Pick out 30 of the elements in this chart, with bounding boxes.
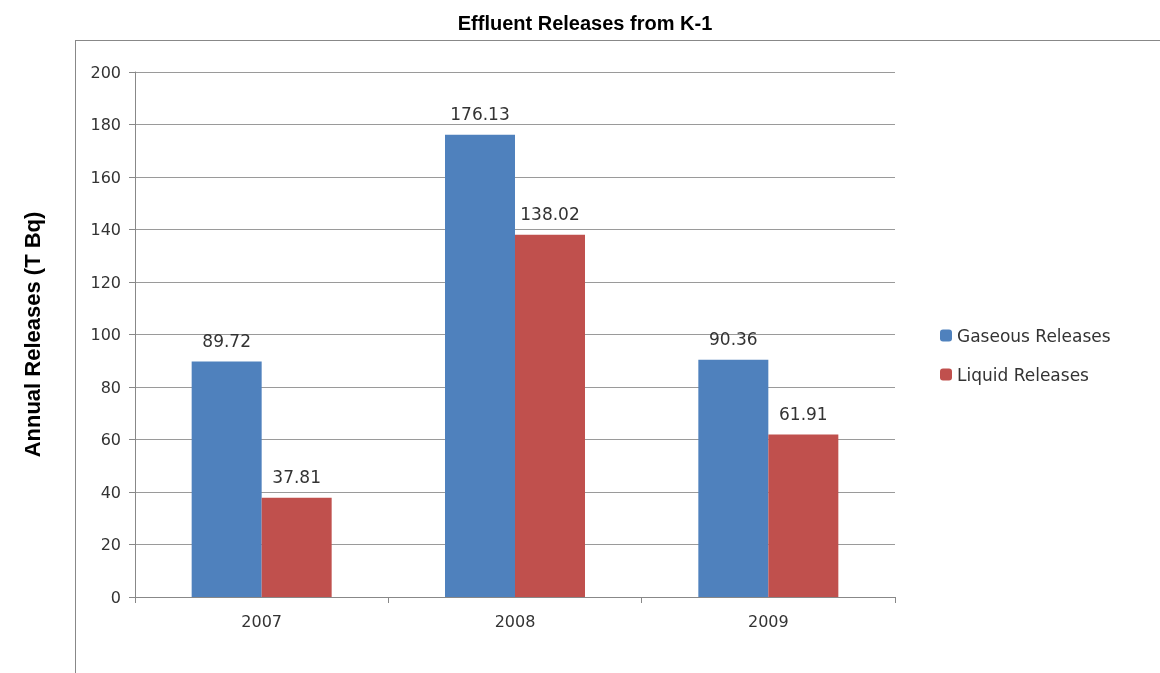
y-tick-label: 20 <box>100 535 121 554</box>
data-label: 89.72 <box>202 330 251 351</box>
data-label: 90.36 <box>709 329 758 350</box>
x-tick-label: 2009 <box>747 611 789 631</box>
bar <box>698 359 769 597</box>
bar <box>515 234 585 597</box>
y-tick-label: 60 <box>100 430 121 449</box>
chart-title: Effluent Releases from K-1 <box>457 12 713 34</box>
data-label: 138.02 <box>520 204 580 225</box>
bar <box>445 134 515 597</box>
y-tick-label: 80 <box>100 377 121 397</box>
y-tick-label: 140 <box>90 220 121 239</box>
data-label: 61.91 <box>779 403 828 424</box>
y-tick-label: 200 <box>90 62 121 82</box>
legend-label: Liquid Releases <box>957 364 1090 385</box>
y-tick-label: 100 <box>90 325 121 344</box>
legend-label: Gaseous Releases <box>957 325 1111 346</box>
data-label: 176.13 <box>450 104 510 125</box>
bar <box>191 361 262 597</box>
data-label: 37.81 <box>272 467 321 488</box>
y-tick-label: 120 <box>90 272 121 292</box>
y-tick-label: 40 <box>100 482 121 502</box>
y-tick-label: 160 <box>90 167 121 187</box>
bar <box>261 497 332 597</box>
bar <box>768 434 839 597</box>
y-tick-label: 180 <box>90 115 121 134</box>
y-tick-label: 0 <box>110 587 121 607</box>
x-tick-label: 2007 <box>241 611 283 631</box>
x-tick-label: 2008 <box>494 611 536 631</box>
y-axis-title: Annual Releases (T Bq) <box>19 211 45 458</box>
